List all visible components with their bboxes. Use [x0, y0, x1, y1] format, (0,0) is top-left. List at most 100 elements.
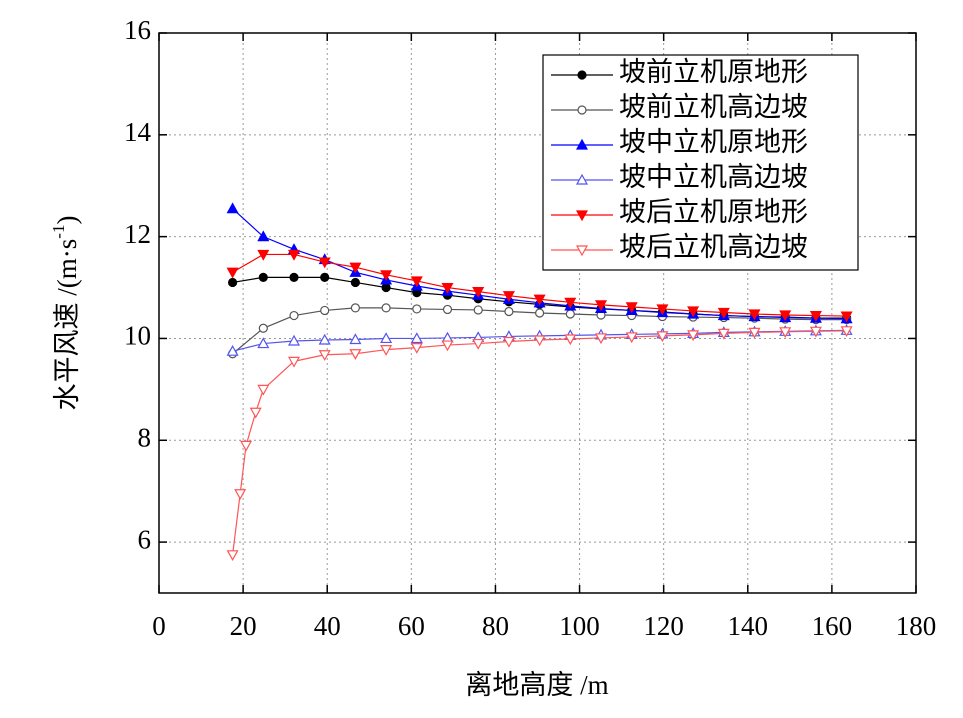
data-point: [287, 334, 301, 346]
data-point: [320, 272, 330, 282]
data-point: [226, 344, 239, 356]
data-point: [349, 262, 362, 274]
series-line: [232, 330, 847, 555]
data-point: [535, 308, 545, 318]
x-tick-label: 40: [314, 611, 341, 641]
data-point: [287, 249, 301, 261]
data-point: [441, 282, 454, 294]
y-tick-label: 6: [138, 524, 152, 554]
data-point: [748, 327, 761, 339]
data-point: [410, 343, 423, 354]
data-point: [226, 202, 239, 214]
data-point: [565, 309, 575, 319]
data-point: [349, 349, 362, 360]
data-point: [840, 326, 853, 338]
x-tick-label: 100: [559, 611, 600, 641]
data-point: [779, 327, 792, 339]
data-point: [441, 340, 454, 352]
data-point: [380, 332, 393, 344]
y-axis-label: 水平风速 /(m·s-1): [49, 216, 82, 411]
legend-label: 坡中立机高边坡: [619, 162, 808, 192]
legend-marker: [577, 105, 587, 115]
data-point: [258, 272, 268, 282]
data-point: [656, 331, 669, 343]
data-point: [504, 306, 514, 317]
data-point: [380, 270, 393, 282]
legend-marker: [575, 173, 589, 185]
data-point: [249, 407, 262, 419]
y-axis-label-sup: -1: [49, 225, 68, 239]
x-tick-label: 20: [230, 611, 257, 641]
data-point: [257, 249, 270, 261]
data-point: [472, 287, 485, 298]
y-axis-label-text: 水平风速 /(m·s: [52, 239, 82, 411]
x-tick-label: 80: [482, 611, 509, 641]
data-point: [594, 300, 608, 312]
legend-label: 坡后立机原地形: [619, 197, 808, 227]
legend-label: 坡后立机高边坡: [619, 232, 808, 262]
data-point: [502, 336, 515, 348]
plot-frame: [158, 32, 917, 594]
data-point: [318, 333, 331, 345]
data-point: [625, 302, 638, 314]
data-point: [564, 334, 577, 346]
data-point: [412, 304, 422, 314]
data-point: [287, 356, 301, 368]
legend-marker: [575, 210, 589, 222]
data-point: [258, 323, 268, 333]
data-point: [717, 328, 730, 340]
y-tick-label: 10: [124, 321, 151, 351]
data-point: [594, 333, 608, 345]
legend-marker: [575, 245, 589, 257]
legend-label: 坡中立机原地形: [619, 127, 808, 157]
legend-marker: [575, 138, 589, 150]
data-point: [533, 294, 546, 306]
data-point: [809, 310, 822, 322]
data-point: [350, 303, 360, 313]
y-tick-label: 16: [124, 15, 151, 45]
data-point: [318, 350, 331, 361]
data-point: [226, 267, 239, 279]
data-point: [381, 303, 391, 313]
y-tick-label: 12: [124, 219, 151, 249]
data-point: [779, 310, 792, 322]
data-point: [442, 304, 453, 315]
data-point: [257, 337, 270, 349]
data-point: [687, 330, 700, 342]
data-point: [502, 291, 515, 302]
x-tick-label: 120: [643, 611, 684, 641]
data-point: [380, 345, 393, 356]
data-point: [320, 305, 330, 316]
y-axis-label-end: ): [52, 216, 82, 225]
x-tick-label: 160: [812, 611, 853, 641]
data-point: [289, 310, 299, 321]
legend-label: 坡前立机原地形: [619, 57, 808, 87]
legend-label: 坡前立机高边坡: [619, 92, 808, 122]
data-point: [257, 230, 270, 242]
data-point: [318, 257, 331, 269]
y-tick-label: 8: [138, 422, 152, 452]
data-point: [472, 338, 485, 350]
data-point: [625, 332, 638, 344]
data-point: [840, 311, 853, 323]
data-point: [533, 335, 546, 347]
data-point: [687, 306, 700, 318]
data-point: [240, 440, 253, 452]
data-point: [410, 332, 423, 344]
data-point: [350, 277, 360, 288]
legend-box: [542, 54, 859, 271]
data-point: [257, 384, 270, 396]
data-point: [234, 489, 247, 500]
y-tick-label: 14: [124, 117, 152, 147]
data-point: [809, 326, 822, 338]
data-point: [748, 309, 761, 321]
data-point: [473, 305, 483, 315]
data-point: [227, 277, 238, 288]
data-point: [564, 297, 577, 309]
x-tick-label: 0: [152, 611, 166, 641]
data-point: [656, 304, 669, 316]
data-point: [410, 276, 423, 288]
data-point: [349, 333, 362, 345]
data-point: [381, 282, 391, 293]
